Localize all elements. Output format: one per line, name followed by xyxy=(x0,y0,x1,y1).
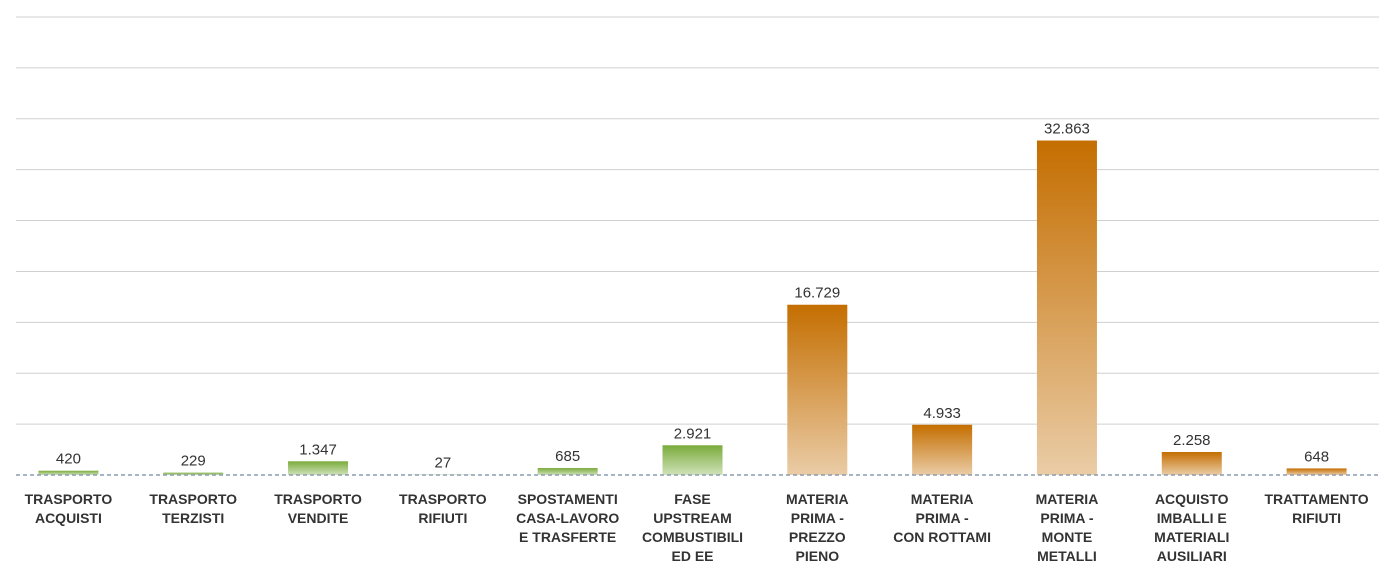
value-label: 420 xyxy=(56,451,81,468)
value-label: 4.933 xyxy=(923,405,961,422)
bar xyxy=(537,468,598,475)
value-label: 229 xyxy=(181,453,206,470)
bar xyxy=(38,470,99,475)
x-tick-label: TRATTAMENTO RIFIUTI xyxy=(1264,491,1369,526)
x-tick-label: TRASPORTO TERZISTI xyxy=(149,491,238,526)
x-tick-label: MATERIA PRIMA - MONTE METALLI xyxy=(1035,491,1099,564)
x-tick-label: SPOSTAMENTI CASA-LAVORO E TRASFERTE xyxy=(516,491,620,545)
value-label: 2.258 xyxy=(1173,432,1211,449)
value-label: 648 xyxy=(1304,448,1329,465)
x-tick-label: MATERIA PRIMA - CON ROTTAMI xyxy=(893,491,991,545)
value-label: 685 xyxy=(555,448,580,465)
x-tick-label: TRASPORTO VENDITE xyxy=(274,491,362,526)
bar xyxy=(163,472,224,475)
bar xyxy=(1161,452,1222,475)
bar xyxy=(288,461,349,475)
bar xyxy=(912,424,973,475)
x-tick-label: ACQUISTO IMBALLI E MATERIALI AUSILIARI xyxy=(1154,491,1230,564)
x-tick-label: TRASPORTO RIFIUTI xyxy=(399,491,487,526)
bar xyxy=(1036,140,1097,475)
bar xyxy=(662,445,723,475)
bar xyxy=(1286,468,1347,475)
value-label: 1.347 xyxy=(299,441,337,458)
x-tick-label: MATERIA PRIMA - PREZZO PIENO xyxy=(785,491,849,564)
value-label: 32.863 xyxy=(1044,121,1090,138)
value-label: 2.921 xyxy=(674,425,712,442)
x-tick-label: FASE UPSTREAM COMBUSTIBILI ED EE xyxy=(641,491,744,564)
value-label: 16.729 xyxy=(794,285,840,302)
bar xyxy=(787,304,848,475)
x-tick-label: TRASPORTO ACQUISTI xyxy=(24,491,113,526)
value-label: 27 xyxy=(435,455,452,472)
